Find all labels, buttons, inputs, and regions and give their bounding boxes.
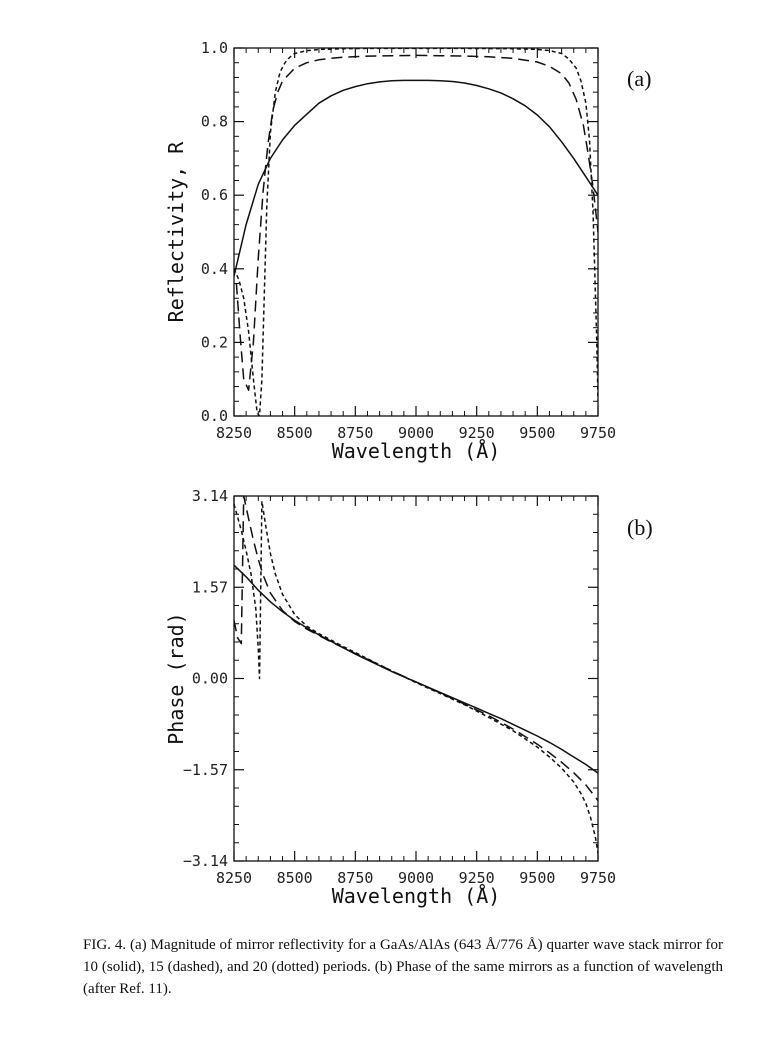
series-line-dashed (235, 54, 598, 391)
y-tick-label: 0.6 (201, 186, 228, 204)
x-tick-label: 9250 (459, 424, 495, 442)
y-tick-label: −1.57 (183, 761, 228, 779)
panel-label: (a) (627, 66, 651, 91)
y-tick-label: 3.14 (192, 487, 228, 505)
series-line-solid (234, 79, 598, 277)
x-tick-label: 9750 (580, 424, 616, 442)
panel-label: (b) (627, 515, 653, 540)
plot-frame (233, 495, 599, 862)
y-axis-label: Phase (rad) (164, 612, 188, 744)
panel-a-reflectivity-chart: 8250 8500 8750 9000 9250 9500 9750 0.0 0.2 0.4 0.6… (164, 39, 651, 463)
y-tick-label: 0.4 (201, 260, 228, 278)
plot-frame (233, 47, 599, 417)
x-tick-label: 9500 (519, 424, 555, 442)
y-axis-label: Reflectivity, R (164, 141, 188, 323)
y-tick-label: 0.0 (201, 407, 228, 425)
x-tick-label: 8500 (277, 869, 313, 887)
panel-b-phase-chart: 8250 8500 8750 9000 9250 9500 9750 3.14 1.57 0.00… (164, 487, 653, 908)
figure-caption: FIG. 4. (a) Magnitude of mirror reflecti… (83, 937, 723, 997)
y-tick-label: 0.8 (201, 113, 228, 131)
y-tick-label: 1.57 (192, 578, 228, 596)
x-tick-label: 9750 (580, 869, 616, 887)
x-axis-label: Wavelength (Å) (332, 439, 501, 463)
x-axis-label: Wavelength (Å) (332, 884, 501, 908)
y-tick-label: 0.2 (201, 333, 228, 351)
series-line-solid (234, 564, 598, 774)
y-tick-label: −3.14 (183, 852, 228, 870)
x-tick-label: 8750 (337, 869, 373, 887)
series-line-dotted (234, 500, 598, 854)
x-tick-label: 9000 (398, 424, 434, 442)
x-tick-label: 9500 (519, 869, 555, 887)
x-tick-label: 9000 (398, 869, 434, 887)
y-tick-label: 0.00 (192, 670, 228, 688)
series-line-dotted (234, 48, 598, 416)
x-tick-label: 8500 (277, 424, 313, 442)
x-tick-label: 8250 (216, 424, 252, 442)
x-tick-label: 9250 (459, 869, 495, 887)
y-tick-label: 1.0 (201, 39, 228, 57)
x-tick-label: 8750 (337, 424, 373, 442)
x-tick-label: 8250 (216, 869, 252, 887)
series-line-dashed (234, 496, 598, 802)
